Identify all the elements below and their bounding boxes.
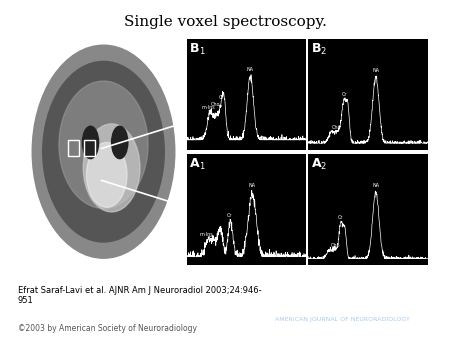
Ellipse shape <box>86 142 127 207</box>
Ellipse shape <box>83 124 140 212</box>
Ellipse shape <box>32 45 175 258</box>
Text: Cr: Cr <box>227 213 233 225</box>
Text: NA: NA <box>372 68 379 83</box>
Text: Cho: Cho <box>209 236 219 244</box>
Text: B: B <box>190 42 200 55</box>
Text: NA: NA <box>249 183 256 198</box>
Text: A: A <box>190 157 200 170</box>
Text: m-Ins: m-Ins <box>202 105 216 116</box>
Text: Cho: Cho <box>332 125 342 132</box>
Text: A: A <box>312 157 321 170</box>
Text: PPM: PPM <box>307 159 317 164</box>
Text: B: B <box>312 42 321 55</box>
Text: Cr: Cr <box>219 95 225 107</box>
Ellipse shape <box>82 126 99 159</box>
Ellipse shape <box>59 81 148 209</box>
Ellipse shape <box>43 62 164 242</box>
Text: STEAM: STEAM <box>225 273 268 283</box>
Text: PPM: PPM <box>429 274 439 279</box>
Text: NA: NA <box>247 67 254 81</box>
Text: ©2003 by American Society of Neuroradiology: ©2003 by American Society of Neuroradiol… <box>18 324 197 334</box>
Text: 2: 2 <box>320 162 325 171</box>
Text: 1: 1 <box>199 47 204 56</box>
Text: Cr: Cr <box>338 215 344 227</box>
Ellipse shape <box>112 126 128 159</box>
Text: AMERICAN JOURNAL OF NEURORADIOLOGY: AMERICAN JOURNAL OF NEURORADIOLOGY <box>274 317 410 322</box>
Text: PPM: PPM <box>307 274 317 279</box>
Text: PPM: PPM <box>429 159 439 164</box>
Text: Single voxel spectroscopy.: Single voxel spectroscopy. <box>124 15 326 29</box>
Text: 2: 2 <box>320 47 325 56</box>
Text: Efrat Saraf-Lavi et al. AJNR Am J Neuroradiol 2003;24:946-
951: Efrat Saraf-Lavi et al. AJNR Am J Neuror… <box>18 286 261 305</box>
Text: m-Ins: m-Ins <box>200 232 213 240</box>
Text: PRESS: PRESS <box>348 273 388 283</box>
Bar <box>84 140 95 156</box>
Bar <box>68 140 79 156</box>
Text: NA: NA <box>372 183 379 197</box>
Text: Cr: Cr <box>341 92 347 102</box>
Text: Cho: Cho <box>211 102 220 113</box>
Text: Cho: Cho <box>331 243 340 249</box>
Text: 1: 1 <box>199 162 204 171</box>
Text: AJNR: AJNR <box>305 287 379 311</box>
